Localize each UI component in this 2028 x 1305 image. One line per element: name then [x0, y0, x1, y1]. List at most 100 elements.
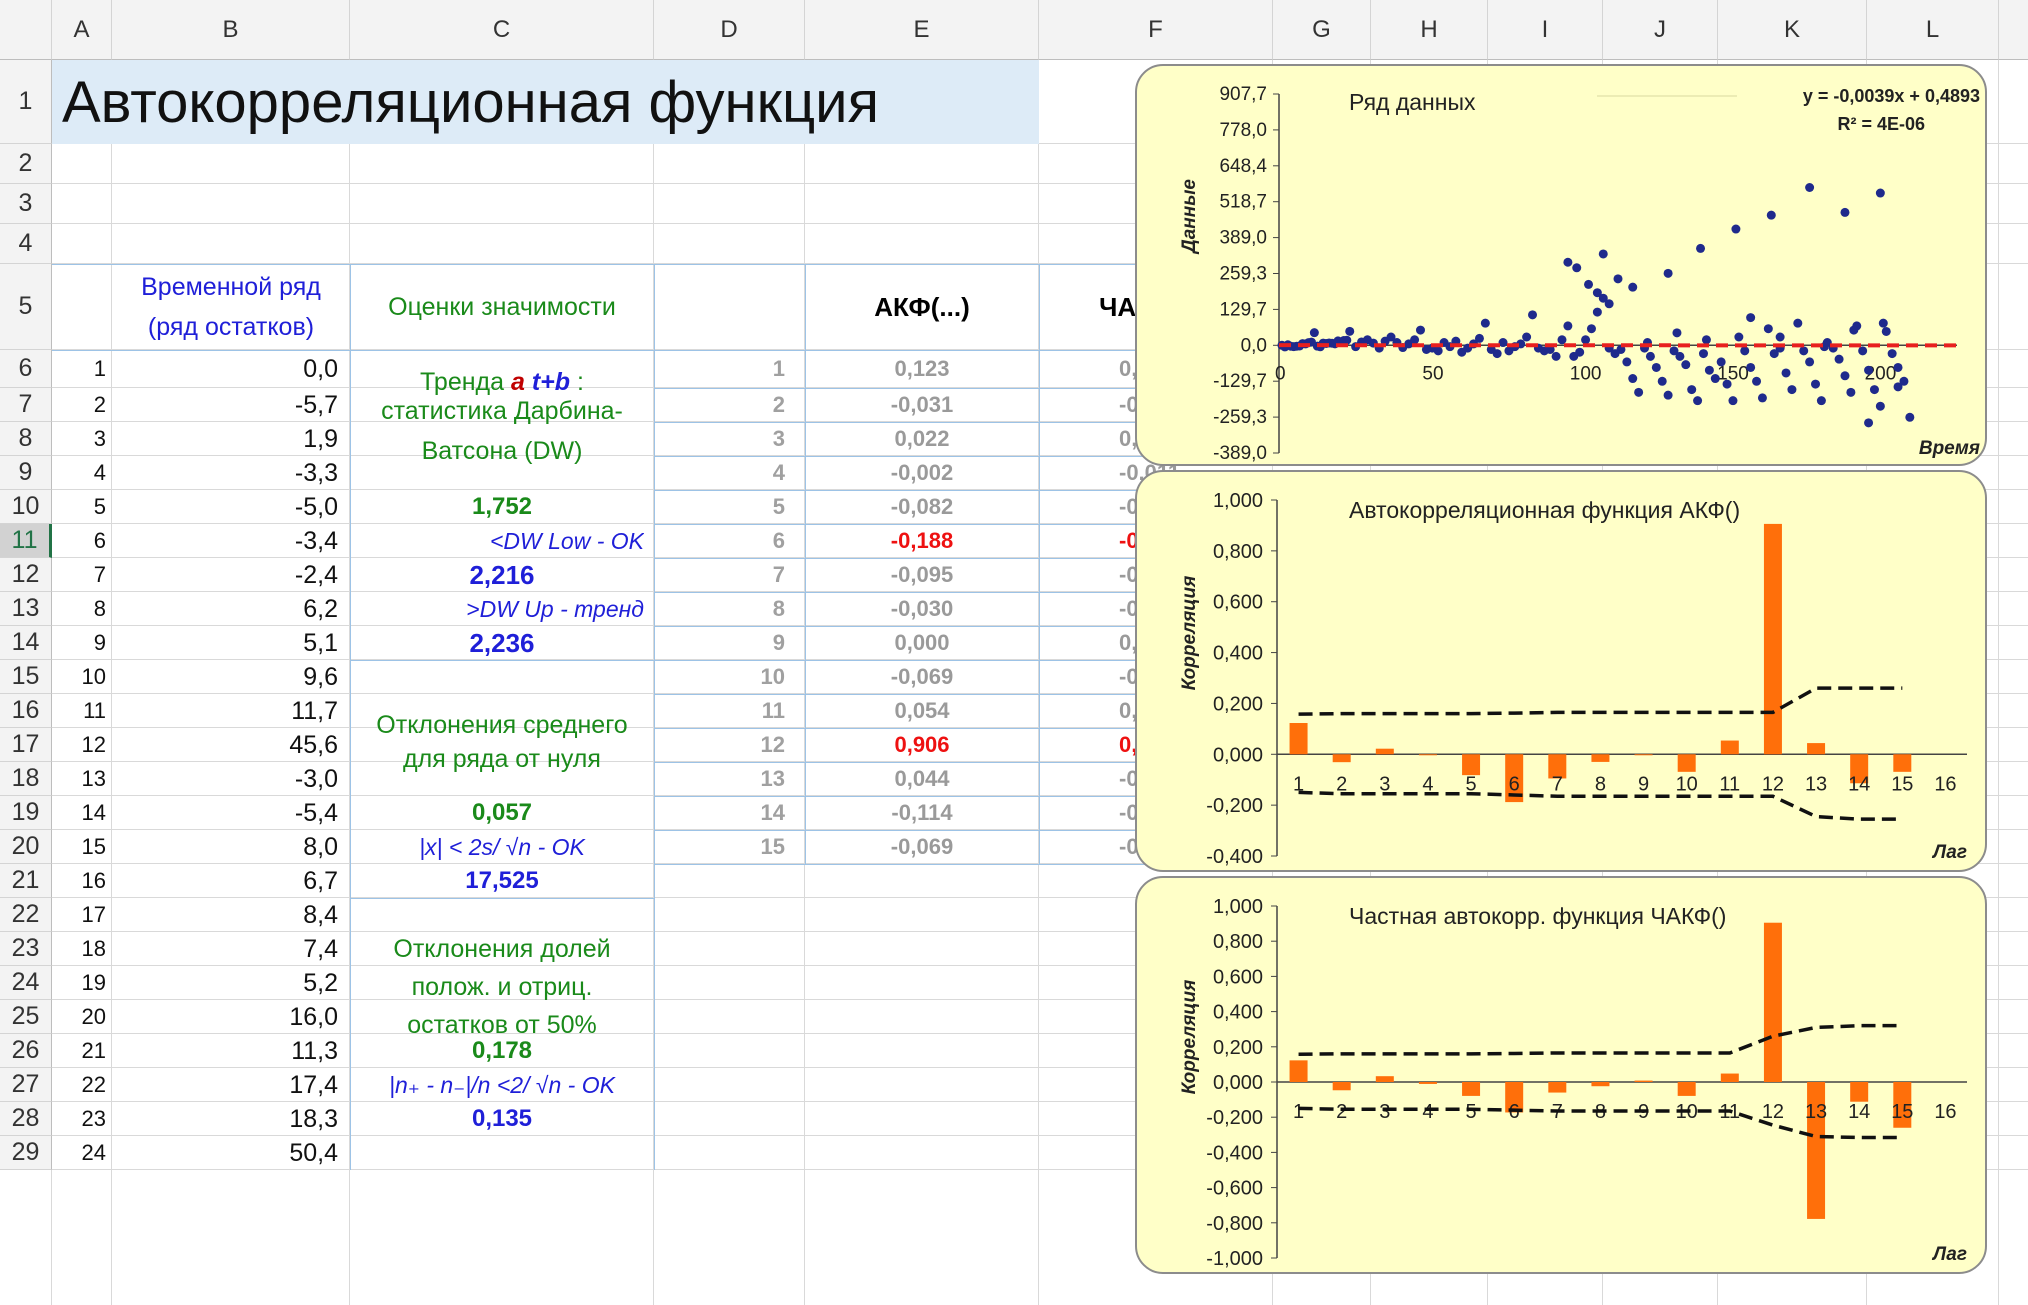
series-index-cell[interactable]: 11 [83, 698, 106, 723]
row-header-17[interactable]: 17 [0, 728, 52, 762]
row-header-16[interactable]: 16 [0, 694, 52, 728]
acf-value-cell[interactable]: -0,030 [890, 596, 954, 621]
row-header-22[interactable]: 22 [0, 898, 52, 932]
column-header-g[interactable]: G [1273, 0, 1371, 60]
series-index-cell[interactable]: 10 [81, 664, 106, 689]
acf-chart[interactable]: 1,000 0,800 0,600 0,400 0,200 0,000 -0,200 -0,4… [1135, 470, 1987, 872]
series-index-cell[interactable]: 5 [93, 494, 106, 519]
series-value-cell[interactable]: -3,0 [294, 764, 338, 793]
series-index-cell[interactable]: 22 [81, 1072, 106, 1097]
series-index-cell[interactable]: 8 [93, 596, 106, 621]
series-value-cell[interactable]: 17,4 [289, 1070, 338, 1099]
acf-value-cell[interactable]: -0,002 [890, 460, 954, 485]
column-header-f[interactable]: F [1039, 0, 1273, 60]
header-acf[interactable]: АКФ(...) [874, 291, 970, 322]
row-header-23[interactable]: 23 [0, 932, 52, 966]
series-value-cell[interactable]: 1,9 [303, 424, 338, 453]
series-value-cell[interactable]: -3,4 [294, 526, 338, 555]
select-all-corner[interactable] [0, 0, 52, 60]
series-value-cell[interactable]: 6,7 [303, 866, 338, 895]
title-band[interactable] [52, 60, 1039, 144]
series-index-cell[interactable]: 15 [81, 834, 106, 859]
row-header-12[interactable]: 12 [0, 558, 52, 592]
series-index-cell[interactable]: 17 [81, 902, 106, 927]
row-header-10[interactable]: 10 [0, 490, 52, 524]
series-value-cell[interactable]: 11,3 [291, 1036, 338, 1065]
column-header-c[interactable]: C [350, 0, 654, 60]
series-value-cell[interactable]: -5,0 [294, 492, 338, 521]
acf-value-cell[interactable]: -0,031 [890, 392, 954, 417]
column-header-e[interactable]: E [805, 0, 1039, 60]
row-header-24[interactable]: 24 [0, 966, 52, 1000]
lag-cell[interactable]: 13 [760, 766, 785, 791]
row-header-20[interactable]: 20 [0, 830, 52, 864]
row-header-15[interactable]: 15 [0, 660, 52, 694]
series-value-cell[interactable]: 0,0 [303, 354, 338, 383]
series-index-cell[interactable]: 9 [93, 630, 106, 655]
row-header-11[interactable]: 11 [0, 524, 52, 558]
column-header-h[interactable]: H [1371, 0, 1488, 60]
row-header-14[interactable]: 14 [0, 626, 52, 660]
lag-cell[interactable]: 6 [772, 528, 785, 553]
row-header-8[interactable]: 8 [0, 422, 52, 456]
lag-cell[interactable]: 4 [772, 460, 785, 485]
series-index-cell[interactable]: 3 [93, 426, 106, 451]
acf-value-cell[interactable]: -0,188 [890, 528, 954, 553]
row-header-7[interactable]: 7 [0, 388, 52, 422]
lag-cell[interactable]: 8 [772, 596, 785, 621]
row-header-25[interactable]: 25 [0, 1000, 52, 1034]
acf-value-cell[interactable]: -0,069 [890, 664, 954, 689]
row-header-2[interactable]: 2 [0, 144, 52, 184]
lag-cell[interactable]: 15 [760, 834, 785, 859]
row-header-9[interactable]: 9 [0, 456, 52, 490]
series-index-cell[interactable]: 20 [81, 1004, 106, 1029]
column-header-d[interactable]: D [654, 0, 805, 60]
row-header-29[interactable]: 29 [0, 1136, 52, 1170]
row-header-19[interactable]: 19 [0, 796, 52, 830]
lag-cell[interactable]: 12 [760, 732, 785, 757]
acf-value-cell[interactable]: -0,114 [891, 800, 953, 825]
series-index-cell[interactable]: 4 [93, 460, 106, 485]
series-value-cell[interactable]: 18,3 [289, 1104, 338, 1133]
series-index-cell[interactable]: 24 [81, 1140, 106, 1165]
acf-value-cell[interactable]: -0,082 [890, 494, 954, 519]
row-header-27[interactable]: 27 [0, 1068, 52, 1102]
series-index-cell[interactable]: 16 [81, 868, 106, 893]
row-header-26[interactable]: 26 [0, 1034, 52, 1068]
column-header-i[interactable]: I [1488, 0, 1603, 60]
lag-cell[interactable]: 1 [772, 356, 785, 381]
column-header-k[interactable]: K [1718, 0, 1867, 60]
series-value-cell[interactable]: 8,4 [303, 900, 338, 929]
series-value-cell[interactable]: -5,7 [294, 390, 338, 419]
lag-cell[interactable]: 7 [772, 562, 785, 587]
series-value-cell[interactable]: 11,7 [291, 696, 338, 725]
series-index-cell[interactable]: 14 [81, 800, 106, 825]
pacf-chart[interactable]: 1,000 0,800 0,600 0,400 0,200 0,000 -0,200 -0,4… [1135, 876, 1987, 1274]
series-value-cell[interactable]: 45,6 [289, 730, 338, 759]
series-index-cell[interactable]: 12 [81, 732, 106, 757]
column-header-l[interactable]: L [1867, 0, 1999, 60]
series-value-cell[interactable]: -5,4 [294, 798, 338, 827]
row-header-18[interactable]: 18 [0, 762, 52, 796]
header-significance[interactable]: Оценки значимости [388, 292, 616, 321]
series-value-cell[interactable]: -2,4 [294, 560, 338, 589]
series-index-cell[interactable]: 2 [93, 392, 106, 417]
series-index-cell[interactable]: 19 [81, 970, 106, 995]
series-value-cell[interactable]: 5,2 [303, 968, 338, 997]
lag-cell[interactable]: 10 [760, 664, 785, 689]
row-header-5[interactable]: 5 [0, 264, 52, 350]
lag-cell[interactable]: 5 [772, 494, 785, 519]
acf-value-cell[interactable]: -0,095 [890, 562, 954, 587]
series-value-cell[interactable]: 7,4 [303, 934, 338, 963]
data-series-chart[interactable]: 907,7 778,0 648,4 518,7 389,0 259,3 129,7 0,0 -1… [1135, 64, 1987, 466]
acf-value-cell[interactable]: 0,906 [894, 732, 950, 757]
header-time-series-line2[interactable]: (ряд остатков) [147, 312, 315, 341]
lag-cell[interactable]: 2 [772, 392, 785, 417]
series-value-cell[interactable]: 6,2 [303, 594, 338, 623]
series-value-cell[interactable]: 16,0 [289, 1002, 338, 1031]
series-index-cell[interactable]: 7 [93, 562, 106, 587]
row-header-3[interactable]: 3 [0, 184, 52, 224]
lag-cell[interactable]: 11 [761, 698, 785, 723]
series-index-cell[interactable]: 18 [81, 936, 106, 961]
